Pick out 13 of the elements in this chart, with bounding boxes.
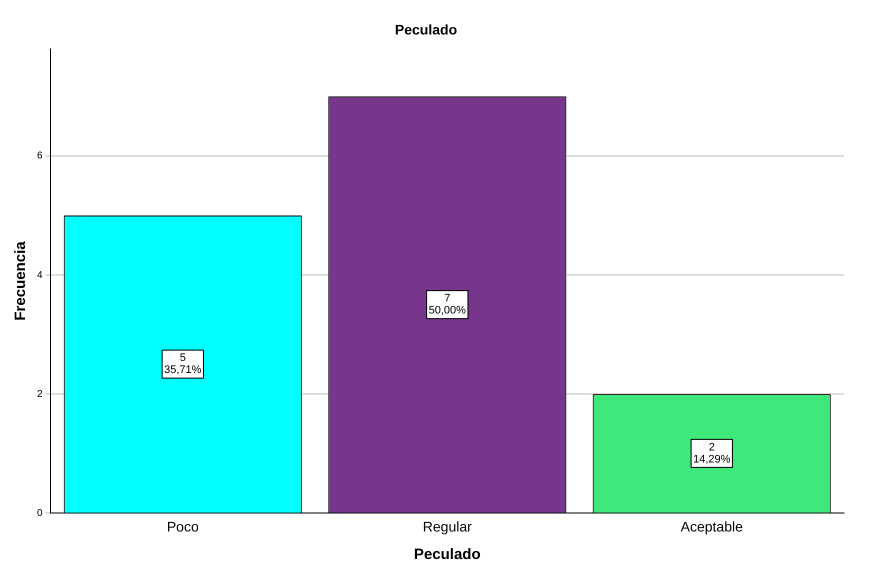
chart-title: Peculado <box>394 21 458 38</box>
data-label: 5 35,71% <box>164 352 202 376</box>
x-tick-label: Regular <box>422 518 472 534</box>
y-tick-label: 0 <box>37 508 43 519</box>
data-label: 2 14,29% <box>693 441 731 466</box>
x-axis-title: Peculado <box>414 546 481 564</box>
x-tick-label: Poco <box>166 518 199 534</box>
data-label: 7 50,00% <box>428 292 466 317</box>
y-tick-label: 6 <box>37 150 43 162</box>
x-tick-label: Aceptable <box>680 518 744 534</box>
y-tick-label: 2 <box>37 388 43 400</box>
y-tick-label: 4 <box>37 270 43 281</box>
y-axis-title: Frecuencia <box>12 240 30 321</box>
